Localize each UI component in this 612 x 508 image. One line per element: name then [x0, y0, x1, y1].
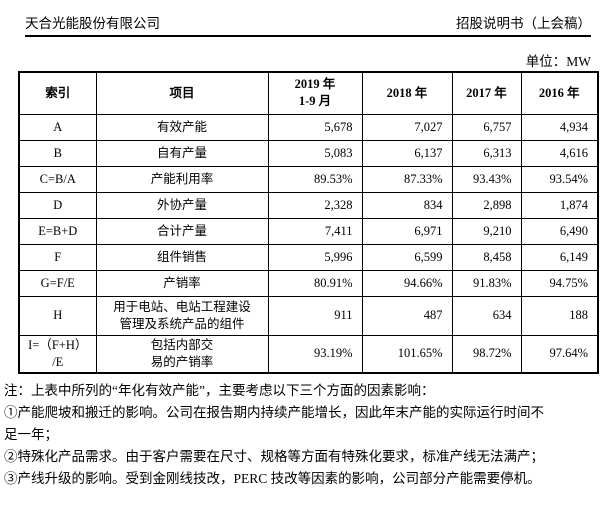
- cell-index: H: [18, 295, 97, 336]
- cell-index: E=B+D: [18, 217, 97, 245]
- table-row: B 自有产量 5,083 6,137 6,313 4,616: [18, 139, 599, 167]
- note-line: ②特殊化产品需求。由于客户需要在尺寸、规格等方面有特殊化要求，标准产线无法满产；: [4, 449, 544, 464]
- unit-label: 单位：MW: [525, 54, 591, 69]
- cell-index: G=F/E: [18, 269, 97, 297]
- cell-value-2017: 8,458: [451, 243, 522, 271]
- cell-value-2017: 91.83%: [451, 269, 522, 297]
- cell-value-2019: 911: [267, 295, 363, 336]
- document-title: 招股说明书（上会稿）: [456, 16, 591, 31]
- cell-value-2016: 1,874: [520, 191, 599, 219]
- cell-value-2017: 2,898: [451, 191, 522, 219]
- cell-value-2019: 2,328: [267, 191, 363, 219]
- cell-value-2016: 6,149: [520, 243, 599, 271]
- cell-item: 外协产量: [95, 191, 269, 219]
- company-name: 天合光能股份有限公司: [25, 16, 160, 31]
- cell-value-2016: 6,490: [520, 217, 599, 245]
- cell-value-2018: 6,971: [361, 217, 453, 245]
- cell-item: 合计产量: [95, 217, 269, 245]
- cell-value-2019: 7,411: [267, 217, 363, 245]
- note-line: ①产能爬坡和搬迁的影响。公司在报告期内持续产能增长，因此年末产能的实际运行时间不: [4, 405, 544, 420]
- table-header-row: 索引 项目 2019 年 1-9 月 2018 年 2017 年 2016 年: [18, 71, 599, 115]
- cell-item: 产能利用率: [95, 165, 269, 193]
- note-line: 注：上表中所列的“年化有效产能”，主要考虑以下三个方面的因素影响：: [4, 383, 435, 398]
- cell-item: 包括内部交 易的产销率: [95, 334, 269, 374]
- col-header-2017: 2017 年: [451, 71, 522, 115]
- cell-item: 自有产量: [95, 139, 269, 167]
- cell-value-2017: 9,210: [451, 217, 522, 245]
- table-row: H 用于电站、电站工程建设 管理及系统产品的组件 911 487 634 188: [18, 295, 599, 336]
- footnotes: 注：上表中所列的“年化有效产能”，主要考虑以下三个方面的因素影响： ①产能爬坡和…: [4, 380, 610, 490]
- cell-value-2019: 89.53%: [267, 165, 363, 193]
- cell-index: B: [18, 139, 97, 167]
- cell-value-2017: 6,313: [451, 139, 522, 167]
- cell-index: F: [18, 243, 97, 271]
- cell-value-2016: 97.64%: [520, 334, 599, 374]
- note-line: 足一年；: [4, 427, 58, 442]
- cell-value-2018: 834: [361, 191, 453, 219]
- cell-item: 有效产能: [95, 113, 269, 141]
- cell-value-2017: 98.72%: [451, 334, 522, 374]
- cell-value-2018: 101.65%: [361, 334, 453, 374]
- table-row: G=F/E 产销率 80.91% 94.66% 91.83% 94.75%: [18, 269, 599, 297]
- col-header-2018: 2018 年: [361, 71, 453, 115]
- cell-index: A: [18, 113, 97, 141]
- col-header-item: 项目: [95, 71, 269, 115]
- table-row: F 组件销售 5,996 6,599 8,458 6,149: [18, 243, 599, 271]
- cell-value-2019: 5,678: [267, 113, 363, 141]
- col-header-index: 索引: [18, 71, 97, 115]
- table-row: D 外协产量 2,328 834 2,898 1,874: [18, 191, 599, 219]
- cell-value-2018: 487: [361, 295, 453, 336]
- cell-value-2017: 634: [451, 295, 522, 336]
- cell-value-2016: 188: [520, 295, 599, 336]
- cell-value-2016: 4,934: [520, 113, 599, 141]
- cell-index: D: [18, 191, 97, 219]
- cell-item: 产销率: [95, 269, 269, 297]
- cell-item: 组件销售: [95, 243, 269, 271]
- capacity-production-table: 索引 项目 2019 年 1-9 月 2018 年 2017 年 2016 年 …: [18, 71, 599, 374]
- cell-value-2017: 93.43%: [451, 165, 522, 193]
- cell-value-2018: 6,137: [361, 139, 453, 167]
- cell-value-2019: 80.91%: [267, 269, 363, 297]
- cell-index: I=（F+H） /E: [18, 334, 97, 374]
- cell-value-2016: 4,616: [520, 139, 599, 167]
- cell-value-2018: 87.33%: [361, 165, 453, 193]
- cell-value-2019: 5,996: [267, 243, 363, 271]
- table-row: I=（F+H） /E 包括内部交 易的产销率 93.19% 101.65% 98…: [18, 334, 599, 374]
- cell-value-2019: 5,083: [267, 139, 363, 167]
- note-line: ③产线升级的影响。受到金刚线技改，PERC 技改等因素的影响，公司部分产能需要停…: [4, 471, 541, 486]
- cell-value-2016: 94.75%: [520, 269, 599, 297]
- cell-value-2019: 93.19%: [267, 334, 363, 374]
- col-header-2016: 2016 年: [520, 71, 599, 115]
- table-row: C=B/A 产能利用率 89.53% 87.33% 93.43% 93.54%: [18, 165, 599, 193]
- cell-value-2018: 94.66%: [361, 269, 453, 297]
- cell-index: C=B/A: [18, 165, 97, 193]
- table-row: E=B+D 合计产量 7,411 6,971 9,210 6,490: [18, 217, 599, 245]
- cell-item: 用于电站、电站工程建设 管理及系统产品的组件: [95, 295, 269, 336]
- cell-value-2016: 93.54%: [520, 165, 599, 193]
- document-header: 天合光能股份有限公司 招股说明书（上会稿）: [25, 12, 591, 37]
- cell-value-2018: 6,599: [361, 243, 453, 271]
- table-row: A 有效产能 5,678 7,027 6,757 4,934: [18, 113, 599, 141]
- col-header-2019: 2019 年 1-9 月: [267, 71, 363, 115]
- cell-value-2018: 7,027: [361, 113, 453, 141]
- cell-value-2017: 6,757: [451, 113, 522, 141]
